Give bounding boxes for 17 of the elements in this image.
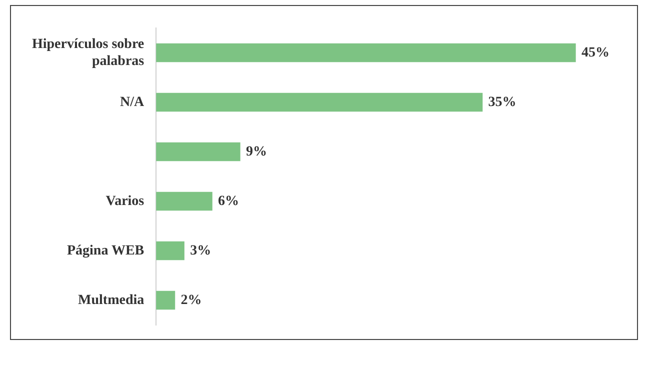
data-label: 6% bbox=[218, 194, 240, 209]
bar bbox=[156, 192, 212, 211]
data-label: 3% bbox=[190, 243, 212, 258]
data-label: 35% bbox=[488, 94, 516, 110]
data-label: 9% bbox=[246, 144, 267, 160]
bar bbox=[156, 92, 483, 112]
y-tick-label: Multmedia bbox=[78, 292, 144, 308]
data-label: 2% bbox=[180, 292, 202, 308]
y-tick-label: Página WEB bbox=[66, 243, 144, 258]
bar bbox=[156, 142, 240, 162]
bar bbox=[156, 290, 176, 310]
bar bbox=[156, 43, 576, 62]
data-label: 45% bbox=[581, 45, 610, 60]
bar bbox=[156, 241, 184, 260]
y-tick-label: N/A bbox=[120, 94, 146, 110]
y-tick-label: Varios bbox=[106, 194, 145, 209]
y-tick-label: Hipervículos sobre palabras bbox=[32, 36, 145, 69]
